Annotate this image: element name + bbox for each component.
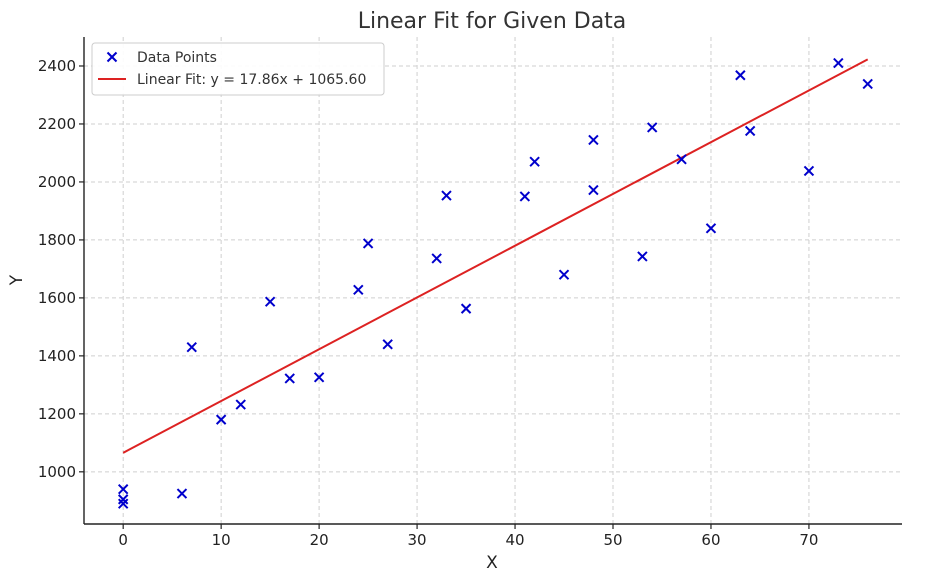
data-point [588, 134, 599, 146]
x-tick-label: 10 [212, 531, 231, 549]
legend: Data Points Linear Fit: y = 17.86x + 106… [91, 42, 385, 96]
legend-label-linear-fit: Linear Fit: y = 17.86x + 1065.60 [137, 72, 366, 88]
x-tick-label: 50 [603, 531, 622, 549]
legend-box [91, 42, 385, 96]
data-point [117, 494, 129, 505]
x-tick-label: 70 [799, 531, 818, 549]
data-point [215, 414, 227, 425]
data-point [705, 223, 717, 234]
data-point [637, 251, 648, 262]
chart-title: Linear Fit for Given Data [358, 9, 627, 34]
data-point [460, 303, 472, 314]
data-point [862, 78, 873, 90]
x-tick-label: 60 [701, 531, 720, 549]
ticks: 0 10 20 30 40 50 60 70 1000 1200 1400 1600 1800 2000 2… [38, 57, 819, 549]
data-point [264, 296, 276, 307]
x-tick-label: 20 [310, 531, 329, 549]
data-point [117, 498, 129, 509]
data-point [117, 484, 129, 495]
data-point [313, 372, 325, 383]
data-point [646, 122, 658, 133]
x-tick-label: 0 [118, 531, 128, 549]
y-tick-label: 1000 [38, 463, 76, 481]
y-tick-label: 2400 [38, 57, 76, 75]
data-point [362, 238, 374, 249]
y-tick-label: 1800 [38, 231, 76, 249]
x-tick-label: 40 [505, 531, 524, 549]
data-point [353, 284, 364, 295]
data-point [558, 269, 570, 280]
grid [84, 37, 902, 524]
data-point [186, 341, 197, 353]
x-tick-label: 30 [408, 531, 427, 549]
x-axis-title: X [486, 553, 498, 573]
data-point [744, 125, 756, 137]
data-point [803, 165, 815, 177]
data-points-layer [117, 57, 873, 509]
data-point [284, 373, 295, 384]
y-tick-label: 1400 [38, 347, 76, 365]
y-tick-label: 1200 [38, 405, 76, 423]
fit-line [122, 58, 869, 454]
axes [83, 37, 902, 525]
data-point [382, 339, 393, 350]
fit-layer [122, 58, 869, 454]
data-point [519, 191, 531, 202]
y-tick-label: 2000 [38, 173, 76, 191]
data-point [441, 190, 452, 201]
data-point [833, 57, 844, 69]
y-axis-title: Y [7, 274, 27, 286]
legend-x-marker [106, 51, 118, 63]
data-point [735, 70, 746, 81]
data-point [176, 488, 188, 499]
data-point [588, 184, 599, 196]
y-tick-label: 1600 [38, 289, 76, 307]
legend-marker-data-points [106, 51, 118, 63]
data-point [529, 156, 540, 167]
data-point [235, 399, 246, 410]
legend-label-data-points: Data Points [137, 50, 217, 66]
data-point [431, 253, 442, 264]
y-tick-label: 2200 [38, 115, 76, 133]
data-point [676, 154, 687, 165]
